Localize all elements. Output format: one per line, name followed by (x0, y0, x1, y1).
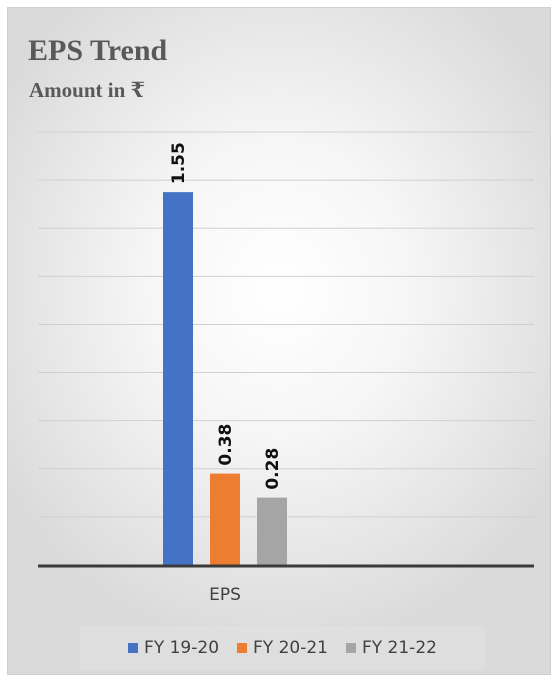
chart-title: EPS Trend (28, 34, 168, 67)
category-label-group: EPS (209, 585, 241, 605)
chart-subtitle: Amount in ₹ (29, 78, 146, 102)
data-label: 1.55 (169, 142, 189, 184)
bar-group (163, 192, 287, 565)
legend-swatch (345, 643, 356, 653)
gridlines (38, 131, 534, 518)
legend-swatch (237, 643, 248, 653)
data-label: 0.38 (216, 424, 236, 466)
legend-label: FY 19-20 (144, 638, 220, 658)
legend-swatch (128, 643, 139, 653)
bar (163, 192, 193, 565)
legend-label: FY 21-22 (361, 638, 437, 658)
legend-item: FY 20-21 (237, 638, 328, 658)
legend: FY 19-20 FY 20-21 FY 21-22 (80, 626, 485, 670)
legend-label: FY 20-21 (253, 638, 328, 658)
data-label-group: 1.55 0.38 0.28 (169, 142, 283, 489)
data-label: 0.28 (263, 448, 283, 490)
bar (210, 473, 240, 565)
bar (257, 497, 287, 565)
category-label: EPS (209, 585, 241, 605)
legend-item: FY 21-22 (345, 638, 437, 658)
legend-item: FY 19-20 (128, 638, 219, 658)
